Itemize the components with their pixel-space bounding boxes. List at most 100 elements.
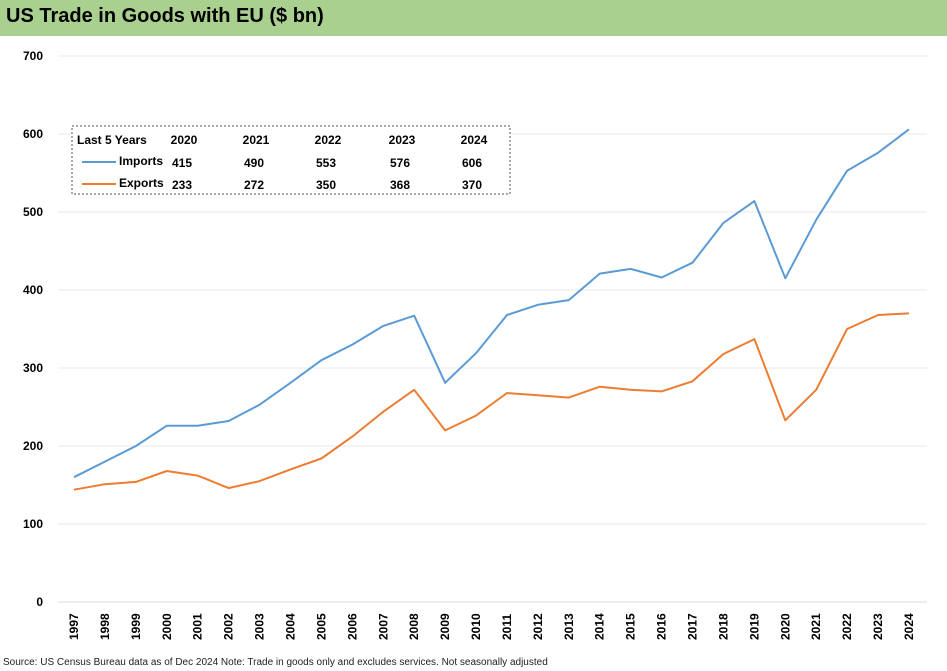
data-point-exports — [320, 457, 322, 459]
y-tick-label: 200 — [23, 439, 43, 453]
data-point-exports — [506, 392, 508, 394]
data-point-imports — [197, 425, 199, 427]
x-tick-label: 2001 — [191, 613, 205, 640]
legend-label-exports: Exports — [119, 176, 164, 190]
x-tick-label: 2015 — [624, 613, 638, 640]
legend-table-box — [71, 125, 511, 195]
data-point-exports — [289, 468, 291, 470]
data-point-imports — [104, 461, 106, 463]
data-point-exports — [877, 314, 879, 316]
table-year-header: 2022 — [315, 133, 342, 147]
data-point-exports — [537, 394, 539, 396]
data-point-exports — [197, 475, 199, 477]
table-cell: 576 — [390, 156, 410, 170]
data-point-imports — [135, 445, 137, 447]
y-tick-label: 300 — [23, 361, 43, 375]
data-point-imports — [506, 314, 508, 316]
x-tick-label: 2002 — [222, 613, 236, 640]
data-point-imports — [692, 262, 694, 264]
table-cell: 368 — [390, 178, 410, 192]
data-point-exports — [568, 397, 570, 399]
data-point-imports — [320, 359, 322, 361]
data-point-imports — [815, 219, 817, 221]
data-point-exports — [815, 389, 817, 391]
data-point-imports — [73, 476, 75, 478]
data-point-imports — [382, 325, 384, 327]
x-tick-label: 2018 — [716, 613, 730, 640]
data-point-imports — [722, 222, 724, 224]
legend-label-imports: Imports — [119, 154, 163, 168]
data-point-imports — [753, 200, 755, 202]
data-point-exports — [599, 386, 601, 388]
data-point-exports — [166, 470, 168, 472]
data-point-exports — [351, 436, 353, 438]
table-cell: 553 — [316, 156, 336, 170]
table-cell: 350 — [316, 178, 336, 192]
data-point-imports — [228, 420, 230, 422]
data-point-exports — [846, 328, 848, 330]
y-tick-label: 0 — [36, 595, 43, 609]
data-point-imports — [877, 152, 879, 154]
data-point-imports — [166, 425, 168, 427]
data-point-imports — [537, 304, 539, 306]
data-point-exports — [784, 419, 786, 421]
data-point-exports — [413, 389, 415, 391]
source-note: Source: US Census Bureau data as of Dec … — [3, 657, 548, 668]
x-tick-label: 2023 — [871, 613, 885, 640]
data-point-exports — [692, 380, 694, 382]
data-point-exports — [382, 411, 384, 413]
chart-title: US Trade in Goods with EU ($ bn) — [6, 5, 324, 27]
x-tick-label: 2004 — [283, 613, 297, 640]
x-tick-label: 2012 — [531, 613, 545, 640]
data-point-exports — [73, 489, 75, 491]
x-tick-label: 1997 — [67, 613, 81, 640]
x-tick-label: 2008 — [407, 613, 421, 640]
table-year-header: 2023 — [389, 133, 416, 147]
data-point-imports — [846, 170, 848, 172]
data-point-exports — [444, 429, 446, 431]
table-cell: 415 — [172, 156, 192, 170]
data-point-exports — [228, 487, 230, 489]
x-tick-label: 2013 — [562, 613, 576, 640]
table-cell: 233 — [172, 178, 192, 192]
y-tick-label: 100 — [23, 517, 43, 531]
series-line-exports — [73, 312, 910, 491]
x-tick-label: 2016 — [655, 613, 669, 640]
x-tick-label: 2003 — [253, 613, 267, 640]
data-point-exports — [661, 390, 663, 392]
x-tick-label: 2019 — [747, 613, 761, 640]
data-point-imports — [289, 382, 291, 384]
x-tick-label: 2020 — [778, 613, 792, 640]
data-point-imports — [413, 315, 415, 317]
x-tick-label: 2014 — [593, 613, 607, 640]
x-tick-label: 2007 — [376, 613, 390, 640]
table-cell: 272 — [244, 178, 264, 192]
table-year-header: 2020 — [171, 133, 198, 147]
data-point-imports — [444, 382, 446, 384]
data-point-exports — [475, 415, 477, 417]
x-tick-label: 1998 — [98, 613, 112, 640]
x-tick-label: 2005 — [314, 613, 328, 640]
data-point-exports — [259, 480, 261, 482]
data-point-imports — [908, 128, 910, 130]
table-year-header: 2024 — [461, 133, 488, 147]
data-point-exports — [908, 312, 910, 314]
title-bar: US Trade in Goods with EU ($ bn) — [0, 0, 947, 36]
data-point-imports — [661, 277, 663, 279]
y-tick-label: 600 — [23, 127, 43, 141]
x-tick-label: 2024 — [902, 613, 916, 640]
data-point-exports — [753, 338, 755, 340]
x-tick-label: 2021 — [809, 613, 823, 640]
series-line-imports — [73, 128, 910, 479]
data-point-exports — [722, 353, 724, 355]
x-tick-label: 2009 — [438, 613, 452, 640]
table-cell: 370 — [462, 178, 482, 192]
data-point-imports — [475, 352, 477, 354]
data-point-exports — [104, 483, 106, 485]
x-tick-label: 2006 — [345, 613, 359, 640]
data-point-imports — [630, 268, 632, 270]
data-point-imports — [568, 299, 570, 301]
table-cell: 606 — [462, 156, 482, 170]
x-tick-label: 2000 — [160, 613, 174, 640]
data-point-exports — [630, 389, 632, 391]
